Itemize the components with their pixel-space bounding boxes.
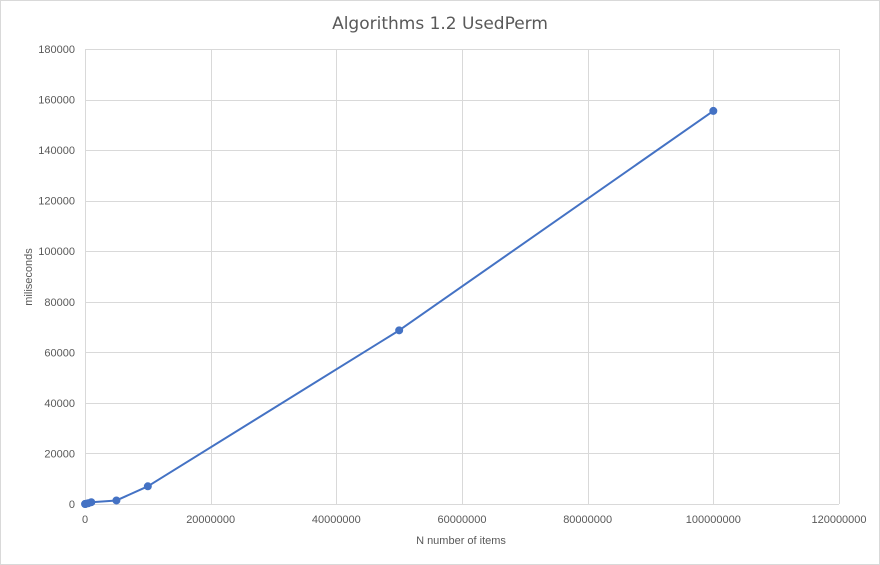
x-tick-labels: 0 20000000 40000000 60000000 80000000 1000000… [82, 514, 867, 526]
y-tick-label: 80000 [44, 297, 75, 309]
y-tick-label: 140000 [38, 145, 75, 157]
data-point [112, 496, 121, 505]
x-tick-label: 40000000 [312, 514, 361, 526]
data-point [87, 498, 96, 507]
x-tick-label: 0 [82, 514, 88, 526]
series-line [84, 110, 714, 505]
x-tick-label: 80000000 [563, 514, 612, 526]
y-tick-label: 40000 [44, 398, 75, 410]
x-tick-label: 120000000 [811, 514, 866, 526]
x-gridlines [85, 49, 840, 504]
x-tick-label: 60000000 [438, 514, 487, 526]
x-axis-title: N number of items [416, 535, 506, 547]
data-point [143, 482, 152, 491]
x-tick-label: 20000000 [186, 514, 235, 526]
y-axis-title: miliseconds [23, 248, 35, 306]
y-tick-label: 120000 [38, 196, 75, 208]
data-point [395, 326, 404, 335]
series-layer [81, 106, 718, 508]
y-tick-label: 0 [69, 499, 75, 511]
y-tick-label: 100000 [38, 246, 75, 258]
y-tick-label: 180000 [38, 44, 75, 56]
data-point [709, 106, 718, 115]
chart-title: Algorithms 1.2 UsedPerm [332, 14, 548, 34]
y-tick-labels: 0 20000 40000 60000 80000 100000 120000 140000 1… [38, 44, 75, 511]
y-tick-label: 160000 [38, 95, 75, 107]
y-tick-label: 60000 [44, 347, 75, 359]
y-tick-label: 20000 [44, 448, 75, 460]
x-tick-label: 100000000 [686, 514, 741, 526]
